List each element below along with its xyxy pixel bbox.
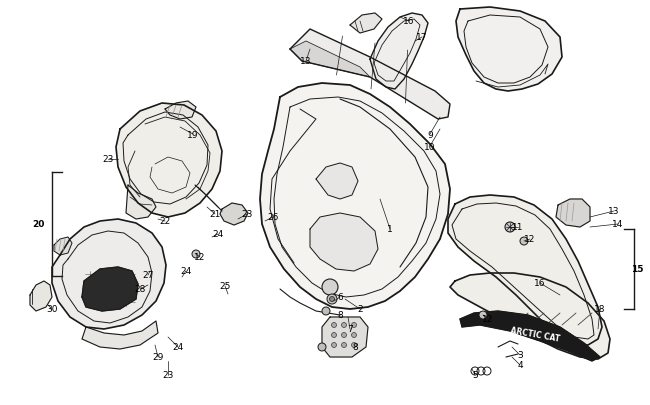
Circle shape bbox=[352, 323, 356, 328]
Ellipse shape bbox=[322, 279, 338, 295]
Polygon shape bbox=[556, 200, 590, 228]
Polygon shape bbox=[116, 104, 222, 217]
Polygon shape bbox=[290, 42, 370, 78]
Circle shape bbox=[327, 294, 337, 304]
Text: 12: 12 bbox=[525, 235, 536, 244]
Polygon shape bbox=[220, 203, 248, 226]
Text: 24: 24 bbox=[181, 267, 192, 276]
Text: 16: 16 bbox=[403, 17, 415, 26]
Text: 5: 5 bbox=[472, 371, 478, 379]
Polygon shape bbox=[54, 237, 72, 256]
Text: 16: 16 bbox=[534, 279, 546, 288]
Text: 1: 1 bbox=[387, 225, 393, 234]
Polygon shape bbox=[370, 14, 428, 90]
Polygon shape bbox=[448, 196, 602, 345]
Polygon shape bbox=[290, 30, 450, 120]
Circle shape bbox=[341, 323, 346, 328]
Circle shape bbox=[322, 307, 330, 315]
Text: 28: 28 bbox=[135, 285, 146, 294]
Text: 10: 10 bbox=[424, 142, 436, 151]
Text: 23: 23 bbox=[241, 210, 253, 219]
Circle shape bbox=[318, 343, 326, 351]
Text: 24: 24 bbox=[172, 343, 183, 352]
Circle shape bbox=[520, 237, 528, 245]
Circle shape bbox=[505, 222, 515, 232]
Circle shape bbox=[332, 343, 337, 347]
Text: 18: 18 bbox=[594, 305, 606, 314]
Polygon shape bbox=[310, 213, 378, 271]
Polygon shape bbox=[456, 8, 562, 92]
Text: 23: 23 bbox=[162, 371, 174, 379]
Polygon shape bbox=[316, 164, 358, 200]
Text: 21: 21 bbox=[209, 210, 221, 219]
Polygon shape bbox=[322, 317, 368, 357]
Polygon shape bbox=[165, 102, 196, 120]
Polygon shape bbox=[30, 281, 52, 311]
Text: 19: 19 bbox=[187, 130, 199, 139]
Text: ARCTIC CAT: ARCTIC CAT bbox=[510, 325, 560, 343]
Text: 26: 26 bbox=[267, 213, 279, 222]
Text: 17: 17 bbox=[416, 34, 428, 43]
Text: 6: 6 bbox=[337, 293, 343, 302]
Text: 8: 8 bbox=[337, 311, 343, 320]
Polygon shape bbox=[450, 273, 610, 359]
Text: 12: 12 bbox=[194, 253, 205, 262]
Polygon shape bbox=[82, 267, 138, 311]
Circle shape bbox=[352, 343, 356, 347]
Polygon shape bbox=[460, 311, 600, 361]
Text: 29: 29 bbox=[152, 353, 164, 362]
Circle shape bbox=[341, 333, 346, 338]
Circle shape bbox=[332, 333, 337, 338]
Circle shape bbox=[192, 250, 200, 258]
Text: 2: 2 bbox=[358, 305, 363, 314]
Text: 27: 27 bbox=[142, 271, 153, 280]
Circle shape bbox=[341, 343, 346, 347]
Text: 4: 4 bbox=[517, 360, 523, 370]
Text: 23: 23 bbox=[102, 155, 114, 164]
Polygon shape bbox=[126, 185, 156, 220]
Polygon shape bbox=[82, 321, 158, 349]
Text: 25: 25 bbox=[219, 282, 231, 291]
Circle shape bbox=[479, 311, 487, 319]
Text: 15: 15 bbox=[630, 265, 644, 274]
Circle shape bbox=[352, 333, 356, 338]
Polygon shape bbox=[350, 14, 382, 34]
Text: 8: 8 bbox=[352, 343, 358, 352]
Text: 9: 9 bbox=[427, 130, 433, 139]
Text: 7: 7 bbox=[347, 325, 353, 334]
Text: 11: 11 bbox=[512, 223, 524, 232]
Circle shape bbox=[330, 297, 335, 302]
Text: 12: 12 bbox=[482, 315, 494, 324]
Text: 3: 3 bbox=[517, 351, 523, 360]
Circle shape bbox=[332, 323, 337, 328]
Polygon shape bbox=[52, 220, 166, 329]
Text: 30: 30 bbox=[46, 305, 58, 314]
Text: 14: 14 bbox=[612, 220, 624, 229]
Text: 13: 13 bbox=[608, 207, 619, 216]
Text: 13: 13 bbox=[300, 58, 312, 66]
Text: 20: 20 bbox=[32, 220, 44, 229]
Text: 24: 24 bbox=[213, 230, 224, 239]
Text: 22: 22 bbox=[159, 217, 170, 226]
Polygon shape bbox=[260, 84, 450, 309]
